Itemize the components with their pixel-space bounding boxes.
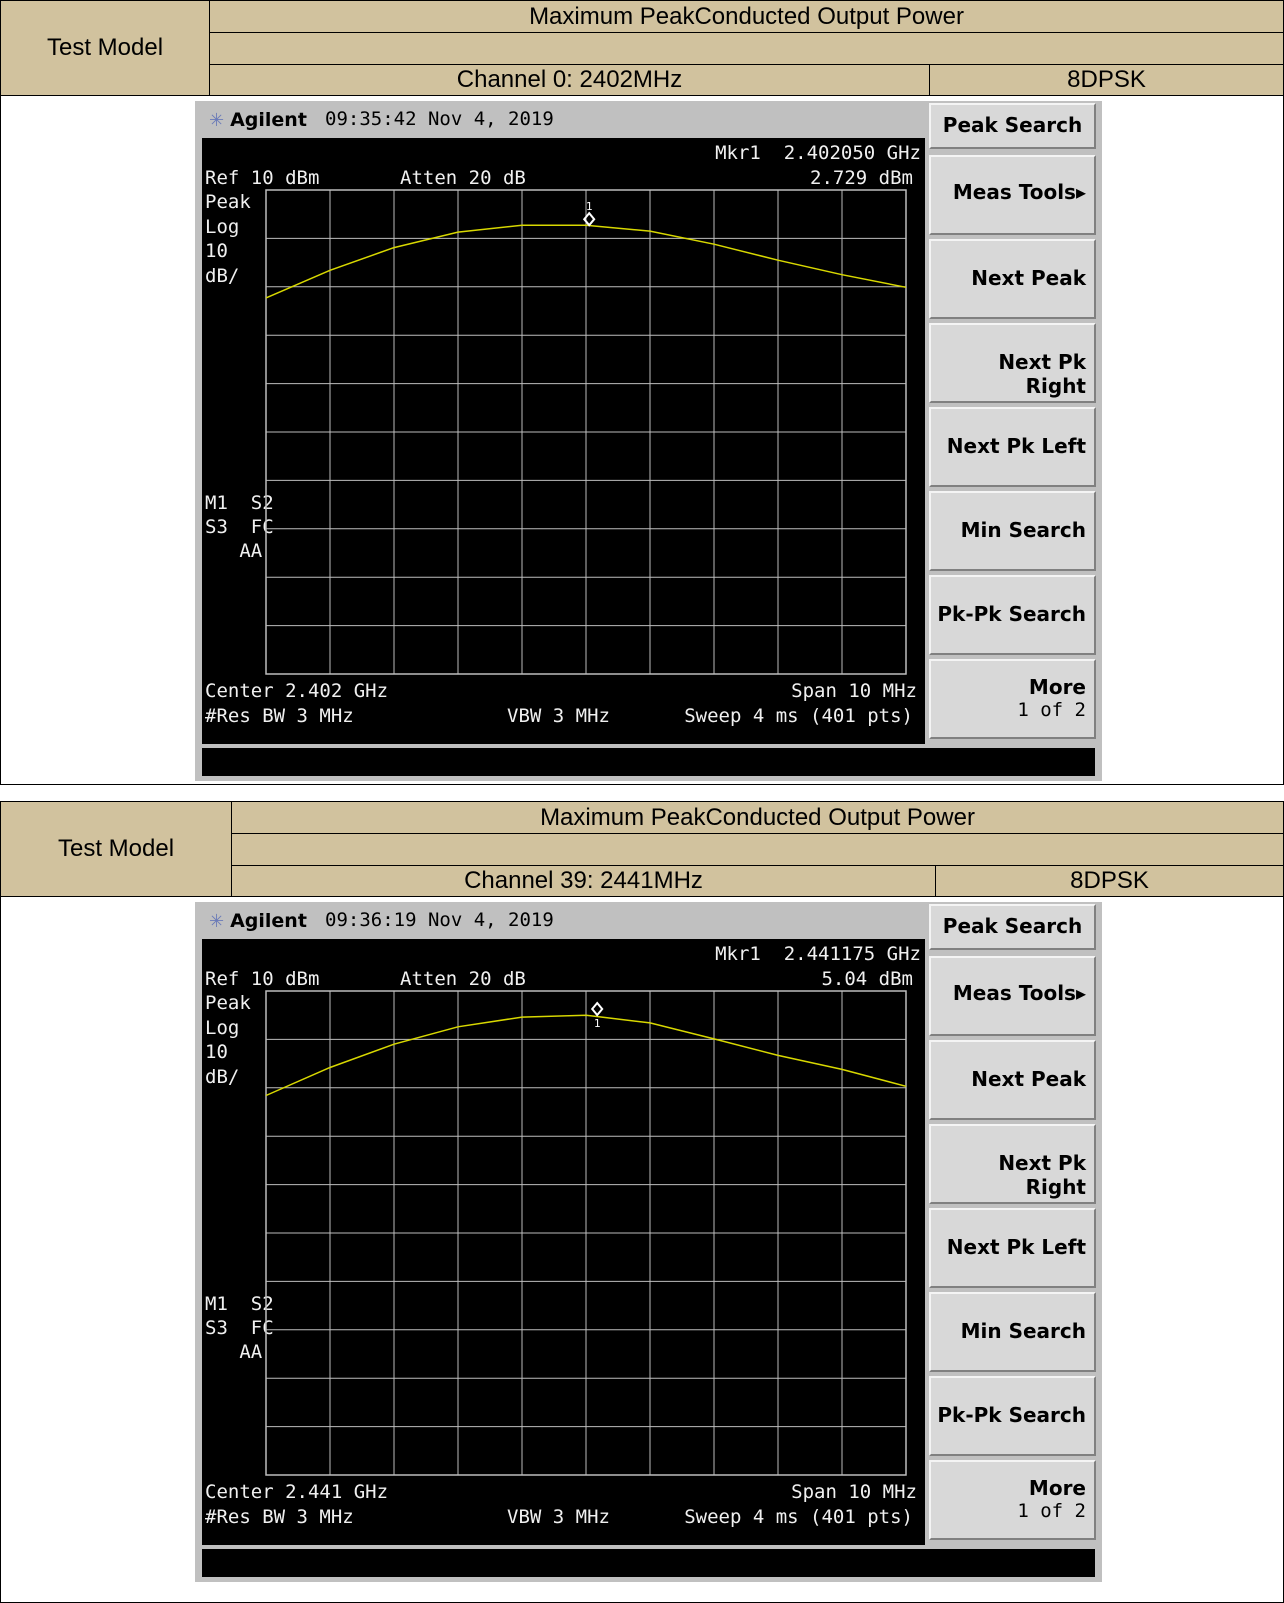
marker-value: 2.729 dBm (810, 167, 913, 189)
marker-readout: Mkr1 2.441175 GHz (715, 943, 921, 965)
blank-row (209, 32, 1284, 65)
softkey-meas-tools[interactable]: Meas Tools▸ (929, 155, 1096, 235)
table-title: Maximum PeakConducted Output Power (529, 2, 964, 30)
channel-label: Channel 0: 2402MHz (456, 66, 683, 93)
modulation-label: 8DPSK (1070, 867, 1149, 894)
test-model-cell: Test Model (0, 0, 210, 96)
analyzer-title-bar: ✳ Agilent 09:35:42 Nov 4, 2019 (195, 101, 925, 138)
marker-diamond (582, 211, 596, 227)
agilent-logo-icon: ✳ (209, 110, 225, 131)
panel-header: Test Model Maximum PeakConducted Output … (0, 801, 1284, 897)
test-model-label: Test Model (46, 34, 164, 61)
attenuation: Atten 20 dB (400, 968, 526, 990)
scale-label-unit: dB/ (205, 1066, 240, 1088)
spectrum-plot: 1 (265, 189, 907, 675)
title-cell: Maximum PeakConducted Output Power (209, 0, 1284, 33)
panel-content: ✳ Agilent 09:35:42 Nov 4, 2019 Mkr1 2.402… (0, 96, 1284, 785)
marker-number-label: 1 (586, 200, 593, 213)
trace-line (265, 1014, 907, 1097)
scale-label-div: 10 (205, 1041, 228, 1063)
brand: ✳ Agilent (209, 109, 307, 131)
channel-cell: Channel 39: 2441MHz (231, 865, 936, 897)
center-frequency: Center 2.402 GHz (205, 680, 389, 702)
scale-label-log: Log (205, 216, 240, 238)
softkey-peak-search[interactable]: Peak Search (929, 904, 1096, 950)
sweep: Sweep 4 ms (401 pts) (684, 705, 913, 727)
sweep: Sweep 4 ms (401 pts) (684, 1506, 913, 1528)
spectrum-analyzer-screenshot: ✳ Agilent 09:35:42 Nov 4, 2019 Mkr1 2.402… (195, 101, 1102, 781)
marker-value: 5.04 dBm (821, 968, 913, 990)
scale-label-unit: dB/ (205, 265, 240, 287)
softkey-next-pk-right[interactable]: Next Pk Right (929, 323, 1096, 403)
softkey-pk-pk-search[interactable]: Pk-Pk Search (929, 575, 1096, 655)
channel-cell: Channel 0: 2402MHz (209, 64, 930, 96)
softkey-page-indicator: 1 of 2 (1017, 699, 1086, 721)
softkey-min-search[interactable]: Min Search (929, 491, 1096, 571)
spectrum-plot: 1 (265, 990, 907, 1476)
status-label-3: AA (205, 1341, 263, 1363)
modulation-cell: 8DPSK (935, 865, 1284, 897)
marker-number-label: 1 (594, 1017, 601, 1030)
ref-level: Ref 10 dBm (205, 968, 320, 990)
span: Span 10 MHz (791, 680, 917, 702)
softkey-menu: Peak Search Meas Tools▸ Next Peak Next P… (929, 902, 1102, 1545)
panel-content: ✳ Agilent 09:36:19 Nov 4, 2019 Mkr1 2.441… (0, 897, 1284, 1603)
analyzer-display: Mkr1 2.441175 GHz Ref 10 dBm Atten 20 dB… (202, 939, 925, 1545)
softkey-more[interactable]: More 1 of 2 (929, 659, 1096, 739)
center-frequency: Center 2.441 GHz (205, 1481, 389, 1503)
softkey-more[interactable]: More 1 of 2 (929, 1460, 1096, 1540)
marker-diamond (590, 1001, 604, 1017)
spectrum-analyzer-screenshot: ✳ Agilent 09:36:19 Nov 4, 2019 Mkr1 2.441… (195, 902, 1102, 1582)
panel-1: Test Model Maximum PeakConducted Output … (0, 0, 1284, 785)
scale-label-div: 10 (205, 240, 228, 262)
softkey-next-pk-left[interactable]: Next Pk Left (929, 1208, 1096, 1288)
status-label-1: M1 S2 (205, 1293, 274, 1315)
title-cell: Maximum PeakConducted Output Power (231, 801, 1284, 834)
scale-label-detector: Peak (205, 191, 251, 213)
channel-label: Channel 39: 2441MHz (464, 867, 703, 894)
softkey-menu: Peak Search Meas Tools▸ Next Peak Next P… (929, 101, 1102, 744)
trace-line (265, 224, 907, 299)
timestamp: 09:36:19 Nov 4, 2019 (325, 909, 554, 931)
softkey-peak-search[interactable]: Peak Search (929, 103, 1096, 149)
modulation-cell: 8DPSK (929, 64, 1284, 96)
agilent-logo-icon: ✳ (209, 911, 225, 932)
analyzer-display: Mkr1 2.402050 GHz Ref 10 dBm Atten 20 dB… (202, 138, 925, 744)
softkey-page-indicator: 1 of 2 (1017, 1500, 1086, 1522)
timestamp: 09:35:42 Nov 4, 2019 (325, 108, 554, 130)
res-bw: #Res BW 3 MHz (205, 1506, 354, 1528)
test-model-label: Test Model (57, 835, 175, 862)
scale-label-detector: Peak (205, 992, 251, 1014)
softkey-meas-tools[interactable]: Meas Tools▸ (929, 956, 1096, 1036)
status-bar (202, 1549, 1095, 1577)
table-title: Maximum PeakConducted Output Power (540, 803, 975, 831)
marker-readout: Mkr1 2.402050 GHz (715, 142, 921, 164)
analyzer-title-bar: ✳ Agilent 09:36:19 Nov 4, 2019 (195, 902, 925, 939)
softkey-next-pk-left[interactable]: Next Pk Left (929, 407, 1096, 487)
attenuation: Atten 20 dB (400, 167, 526, 189)
panel-2: Test Model Maximum PeakConducted Output … (0, 801, 1284, 1603)
span: Span 10 MHz (791, 1481, 917, 1503)
blank-row (231, 833, 1284, 866)
brand: ✳ Agilent (209, 910, 307, 932)
softkey-pk-pk-search[interactable]: Pk-Pk Search (929, 1376, 1096, 1456)
status-label-3: AA (205, 540, 263, 562)
status-label-2: S3 FC (205, 516, 274, 538)
modulation-label: 8DPSK (1067, 66, 1146, 93)
res-bw: #Res BW 3 MHz (205, 705, 354, 727)
softkey-min-search[interactable]: Min Search (929, 1292, 1096, 1372)
status-label-1: M1 S2 (205, 492, 274, 514)
vbw: VBW 3 MHz (507, 1506, 610, 1528)
vbw: VBW 3 MHz (507, 705, 610, 727)
status-bar (202, 748, 1095, 776)
status-label-2: S3 FC (205, 1317, 274, 1339)
scale-label-log: Log (205, 1017, 240, 1039)
softkey-next-peak[interactable]: Next Peak (929, 1040, 1096, 1120)
softkey-next-pk-right[interactable]: Next Pk Right (929, 1124, 1096, 1204)
softkey-next-peak[interactable]: Next Peak (929, 239, 1096, 319)
test-model-cell: Test Model (0, 801, 232, 897)
panel-header: Test Model Maximum PeakConducted Output … (0, 0, 1284, 96)
ref-level: Ref 10 dBm (205, 167, 320, 189)
